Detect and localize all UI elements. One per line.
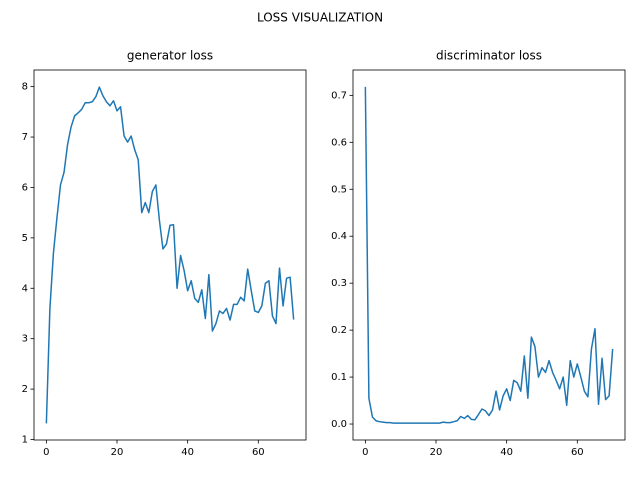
y-tick-label: 0.0	[331, 419, 347, 430]
y-tick-label: 7	[22, 132, 28, 143]
y-tick-label: 0.5	[331, 184, 347, 195]
x-tick-label: 60	[571, 447, 584, 458]
plot-frame	[33, 69, 307, 441]
y-tick-label: 0.4	[331, 231, 347, 242]
x-tick-label: 20	[111, 447, 124, 458]
figure-title: LOSS VISUALIZATION	[257, 11, 383, 25]
x-tick-label: 60	[252, 447, 265, 458]
y-tick-label: 5	[22, 233, 28, 244]
y-tick-label: 0.6	[331, 137, 347, 148]
y-tick-label: 4	[22, 283, 28, 294]
y-tick-label: 0.1	[331, 372, 347, 383]
y-tick-label: 0.3	[331, 278, 347, 289]
y-tick-label: 1	[22, 434, 28, 445]
y-tick-label: 2	[22, 384, 28, 395]
y-tick-label: 6	[22, 182, 28, 193]
plot-frame	[352, 69, 626, 441]
x-tick-label: 20	[430, 447, 443, 458]
x-tick-label: 40	[500, 447, 513, 458]
chart-title: generator loss	[127, 49, 213, 63]
y-tick-label: 0.2	[331, 325, 347, 336]
loss-line	[364, 86, 614, 424]
x-tick-label: 0	[43, 447, 49, 458]
x-tick-label: 0	[362, 447, 368, 458]
y-tick-label: 8	[22, 82, 28, 93]
x-tick-label: 40	[181, 447, 194, 458]
chart-title: discriminator loss	[436, 49, 542, 63]
loss-line	[45, 86, 295, 424]
y-tick-label: 3	[22, 334, 28, 345]
y-tick-label: 0.7	[331, 90, 347, 101]
